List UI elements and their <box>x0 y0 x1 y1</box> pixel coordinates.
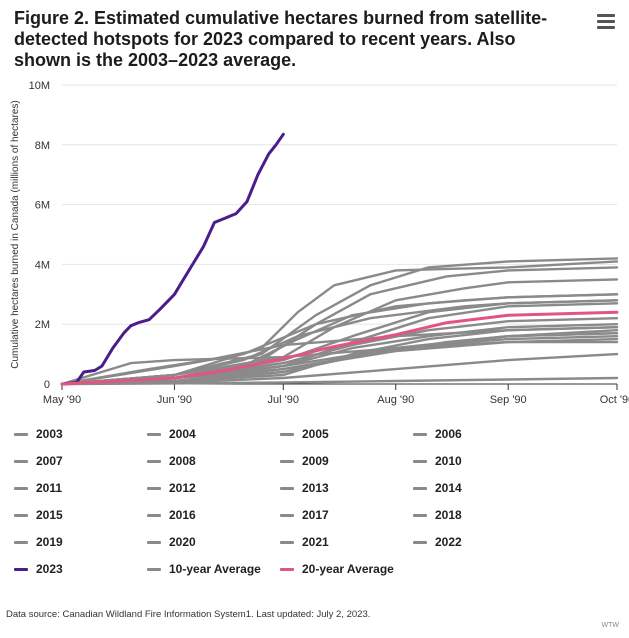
y-tick-label: 6M <box>35 200 50 212</box>
legend-swatch <box>280 486 294 490</box>
legend-label: 2007 <box>36 454 63 468</box>
x-tick-label: Jun '90 <box>157 394 192 406</box>
legend-swatch <box>413 459 427 463</box>
legend-item-2012[interactable]: 2012 <box>147 480 196 496</box>
legend-swatch <box>280 513 294 517</box>
brand-logo-text: WTW <box>601 622 620 629</box>
series-line-2010 <box>60 278 619 386</box>
legend-label: 2019 <box>36 535 63 549</box>
x-tick-label: Oct '90 <box>600 394 629 406</box>
y-axis-label: Cumulative hectares burned in Canada (mi… <box>10 100 21 368</box>
legend-item-2008[interactable]: 2008 <box>147 453 196 469</box>
legend-item-2014[interactable]: 2014 <box>413 480 462 496</box>
legend-item-2003[interactable]: 2003 <box>14 426 63 442</box>
legend-swatch <box>147 513 161 517</box>
x-tick-label: Aug '90 <box>377 394 414 406</box>
legend-item-2020[interactable]: 2020 <box>147 534 196 550</box>
legend-swatch <box>14 459 28 463</box>
series-line-2014 <box>60 260 619 386</box>
legend-label: 2006 <box>435 427 462 441</box>
legend-label: 2020 <box>169 535 196 549</box>
legend-swatch <box>280 432 294 436</box>
legend-label: 2022 <box>435 535 462 549</box>
legend-item-2019[interactable]: 2019 <box>14 534 63 550</box>
series-line-2006 <box>60 323 619 386</box>
legend-item-2016[interactable]: 2016 <box>147 507 196 523</box>
legend-swatch <box>14 540 28 544</box>
legend-item-2023[interactable]: 2023 <box>14 561 63 577</box>
hamburger-menu-icon[interactable] <box>597 14 615 30</box>
legend-item-2015[interactable]: 2015 <box>14 507 63 523</box>
x-tick-label: Jul '90 <box>268 394 299 406</box>
legend-swatch <box>14 486 28 490</box>
legend-item-10-year-average[interactable]: 10-year Average <box>147 561 261 577</box>
legend-item-2022[interactable]: 2022 <box>413 534 462 550</box>
legend-swatch <box>280 459 294 463</box>
x-tick-label: May '90 <box>43 394 81 406</box>
legend-item-2018[interactable]: 2018 <box>413 507 462 523</box>
legend-swatch <box>280 567 294 571</box>
legend-item-2017[interactable]: 2017 <box>280 507 329 523</box>
legend-label: 2017 <box>302 508 329 522</box>
legend-swatch <box>413 486 427 490</box>
legend-item-2007[interactable]: 2007 <box>14 453 63 469</box>
legend-swatch <box>413 540 427 544</box>
legend-item-20-year-average[interactable]: 20-year Average <box>280 561 394 577</box>
legend-swatch <box>147 486 161 490</box>
legend-label: 2005 <box>302 427 329 441</box>
legend-item-2013[interactable]: 2013 <box>280 480 329 496</box>
legend-swatch <box>14 432 28 436</box>
legend-label: 2013 <box>302 481 329 495</box>
legend-swatch <box>147 432 161 436</box>
legend-item-2011[interactable]: 2011 <box>14 480 62 496</box>
legend-label: 2014 <box>435 481 462 495</box>
legend-label: 2011 <box>36 481 63 495</box>
x-tick-label: Sep '90 <box>490 394 527 406</box>
y-tick-label: 2M <box>35 319 50 331</box>
legend-label: 2003 <box>36 427 63 441</box>
y-tick-label: 10M <box>29 80 50 92</box>
legend-item-2010[interactable]: 2010 <box>413 453 462 469</box>
legend-label: 2012 <box>169 481 196 495</box>
legend-label: 2015 <box>36 508 63 522</box>
legend-swatch <box>147 567 161 571</box>
line-chart: 0 2M 4M 6M 8M 10M May '90 Jun '90 Jul '90 Aug '90… <box>10 80 629 406</box>
legend-swatch <box>147 459 161 463</box>
legend-label: 20-year Average <box>302 562 394 576</box>
series-line-20-year-average <box>60 310 619 386</box>
chart-title: Figure 2. Estimated cumulative hectares … <box>14 8 548 70</box>
legend-swatch <box>14 567 28 571</box>
legend-swatch <box>14 513 28 517</box>
legend-swatch <box>413 432 427 436</box>
legend-item-2005[interactable]: 2005 <box>280 426 329 442</box>
series-line-2022 <box>60 337 619 386</box>
y-tick-label: 0 <box>44 379 50 391</box>
y-tick-label: 8M <box>35 140 50 152</box>
legend-label: 2023 <box>36 562 63 576</box>
legend-label: 10-year Average <box>169 562 261 576</box>
legend-label: 2021 <box>302 535 329 549</box>
legend-swatch <box>147 540 161 544</box>
legend-item-2009[interactable]: 2009 <box>280 453 329 469</box>
legend-label: 2008 <box>169 454 196 468</box>
legend-label: 2018 <box>435 508 462 522</box>
legend-label: 2010 <box>435 454 462 468</box>
legend-item-2004[interactable]: 2004 <box>147 426 196 442</box>
legend-swatch <box>413 513 427 517</box>
legend-item-2021[interactable]: 2021 <box>280 534 329 550</box>
legend-label: 2009 <box>302 454 329 468</box>
series-line-2023 <box>60 132 285 386</box>
legend-item-2006[interactable]: 2006 <box>413 426 462 442</box>
legend-swatch <box>280 540 294 544</box>
legend-label: 2004 <box>169 427 196 441</box>
series-line-2020 <box>60 376 619 386</box>
data-source-note: Data source: Canadian Wildland Fire Info… <box>6 609 371 620</box>
legend-label: 2016 <box>169 508 196 522</box>
y-tick-label: 4M <box>35 259 50 271</box>
